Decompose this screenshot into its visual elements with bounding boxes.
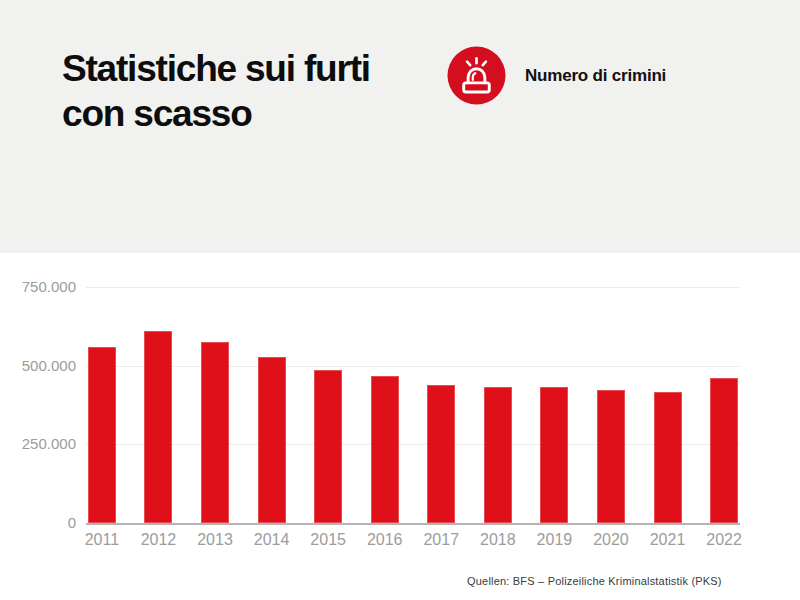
x-axis-tick-label: 2022 (694, 530, 754, 550)
bar-2012 (144, 331, 172, 523)
bar-2018 (484, 387, 512, 523)
gridline (86, 366, 740, 367)
bar-2013 (201, 342, 229, 523)
infographic-page: Statistiche sui furti con scasso N (0, 0, 800, 600)
x-axis-tick-label: 2015 (298, 530, 358, 550)
gridline (86, 287, 740, 288)
x-axis-tick-label: 2012 (128, 530, 188, 550)
y-axis-tick-label: 250.000 (0, 434, 76, 454)
bar-2014 (258, 357, 286, 523)
x-axis-tick-label: 2017 (411, 530, 471, 550)
bar-2019 (540, 387, 568, 523)
header: Statistiche sui furti con scasso N (0, 0, 800, 253)
legend-label: Numero di crimini (525, 66, 666, 86)
chart-legend: Numero di crimini (447, 46, 666, 105)
x-axis-tick-label: 2016 (355, 530, 415, 550)
y-axis-tick-label: 0 (0, 513, 76, 533)
x-axis-tick-label: 2013 (185, 530, 245, 550)
x-axis-tick-label: 2021 (638, 530, 698, 550)
x-axis-tick-label: 2014 (242, 530, 302, 550)
bar-2015 (314, 370, 342, 523)
page-title: Statistiche sui furti con scasso (62, 46, 370, 136)
source-note: Quellen: BFS – Polizeiliche Kriminalstat… (467, 575, 722, 587)
bar-2022 (710, 378, 738, 523)
bar-chart: 750.000500.000250.0000201120122013201420… (0, 253, 800, 600)
x-axis-tick-label: 2018 (468, 530, 528, 550)
x-axis-tick-label: 2011 (72, 530, 132, 550)
page-title-line2: con scasso (62, 91, 370, 136)
gridline (86, 444, 740, 445)
bar-2021 (654, 392, 682, 523)
bar-2011 (88, 347, 116, 523)
siren-icon (447, 46, 506, 105)
x-axis-baseline (86, 523, 740, 525)
y-axis-tick-label: 750.000 (0, 277, 76, 297)
page-title-line1: Statistiche sui furti (62, 46, 370, 91)
bar-2017 (427, 385, 455, 523)
bar-2020 (597, 390, 625, 523)
bar-2016 (371, 376, 399, 523)
x-axis-tick-label: 2020 (581, 530, 641, 550)
x-axis-tick-label: 2019 (524, 530, 584, 550)
y-axis-tick-label: 500.000 (0, 356, 76, 376)
